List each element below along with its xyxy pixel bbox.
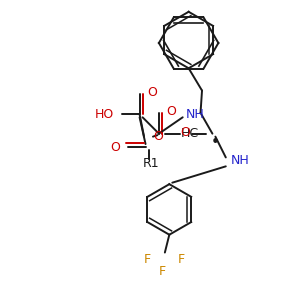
Text: NH: NH — [230, 154, 249, 167]
Text: F: F — [143, 254, 151, 266]
Text: HO: HO — [95, 108, 114, 121]
Text: F: F — [158, 266, 166, 278]
Text: O: O — [147, 85, 157, 98]
Text: R1: R1 — [143, 157, 160, 170]
Text: •: • — [211, 135, 220, 150]
Text: O: O — [181, 126, 190, 139]
Text: O: O — [110, 140, 120, 154]
Text: NH: NH — [186, 108, 204, 121]
Text: HC: HC — [181, 127, 199, 140]
Text: F: F — [178, 254, 185, 266]
Text: O: O — [153, 130, 163, 143]
Text: O: O — [166, 105, 176, 118]
